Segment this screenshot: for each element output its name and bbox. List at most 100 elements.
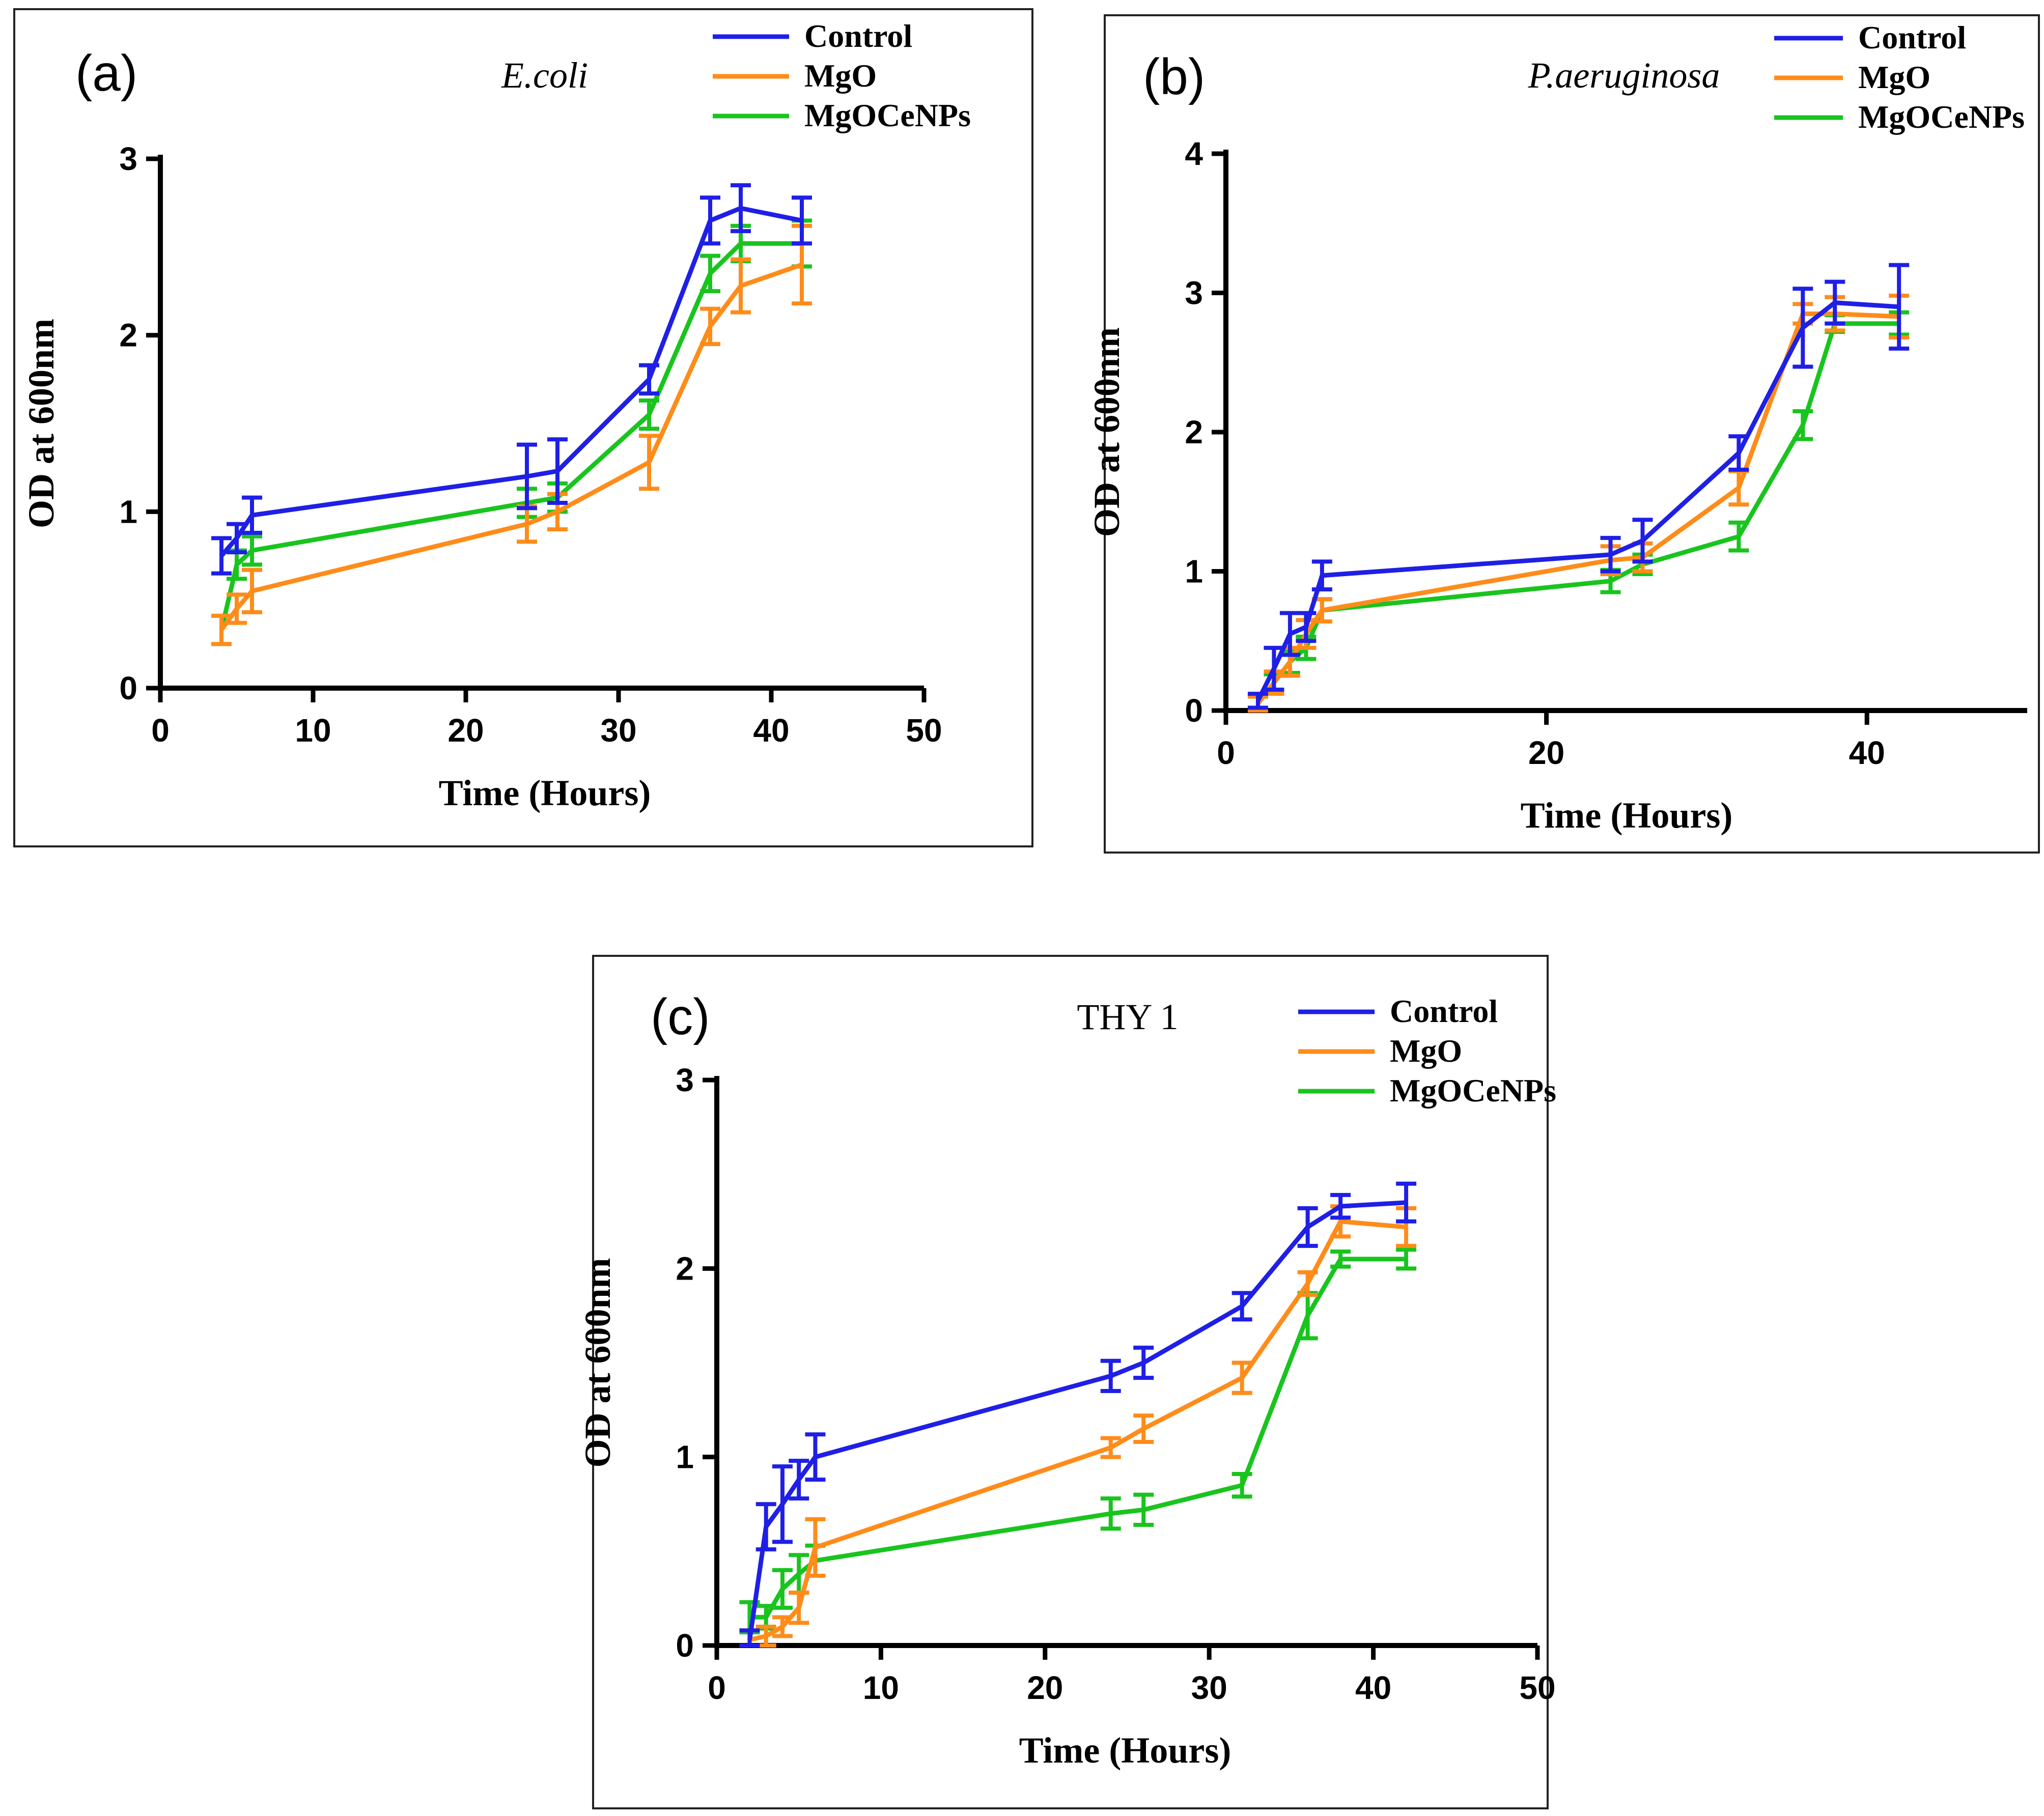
x-tick-label: 30 [1191, 1669, 1227, 1706]
legend-label-mgo: MgO [804, 58, 877, 94]
panel-frame [1104, 14, 2040, 854]
error-bar-mgocenps [700, 253, 720, 293]
error-bar-mgocenps [1133, 1492, 1154, 1527]
error-bar-control [1247, 692, 1268, 710]
error-bar-mgocenps [1793, 409, 1813, 441]
error-bar-control [805, 1432, 826, 1482]
error-bar-control [517, 442, 537, 510]
x-tick-label: 20 [447, 712, 484, 749]
error-bar-control [211, 536, 232, 576]
error-bar-control [792, 195, 812, 246]
chart-title: THY 1 [1077, 997, 1178, 1037]
y-tick-label: 2 [676, 1250, 694, 1287]
error-bar-mgo [1100, 1436, 1121, 1459]
series-mgocenps [739, 1247, 1417, 1635]
y-tick-label: 3 [1185, 275, 1203, 311]
error-bar-mgo [242, 568, 262, 614]
error-bar-mgo [1133, 1413, 1154, 1444]
legend-label-mgo: MgO [1390, 1033, 1462, 1069]
x-tick-label: 0 [708, 1669, 726, 1706]
error-bar-control [731, 183, 751, 234]
error-bar-control [1296, 611, 1317, 643]
legend-label-mgo: MgO [1858, 59, 1930, 95]
series-mgo [211, 223, 812, 646]
error-bar-control [1632, 518, 1653, 564]
x-tick-label: 40 [1849, 734, 1885, 771]
panel-label: (c) [651, 988, 710, 1045]
error-bar-control [1231, 1291, 1252, 1322]
error-bar-control [1793, 287, 1813, 369]
error-bar-control [547, 437, 568, 505]
panel-label: (b) [1143, 48, 1205, 105]
legend: Control MgO MgOCeNPs [1774, 19, 2025, 135]
x-tick-label: 50 [1519, 1669, 1555, 1706]
error-bar-control [1825, 279, 1845, 326]
error-bar-control [755, 1502, 776, 1552]
error-bar-control [639, 363, 659, 396]
y-tick-label: 1 [676, 1439, 694, 1476]
error-bar-control [1396, 1181, 1417, 1224]
x-tick-label: 50 [906, 712, 942, 749]
y-tick-label: 2 [119, 317, 137, 354]
error-bar-mgo [772, 1615, 793, 1638]
legend-label-control: Control [1858, 19, 1966, 55]
error-bar-control [789, 1459, 809, 1501]
series-control [211, 183, 812, 576]
x-tick-label: 10 [295, 712, 331, 749]
x-tick-label: 40 [1355, 1669, 1391, 1706]
x-axis-title: Time (Hours) [439, 773, 651, 813]
x-axis-title: Time (Hours) [1521, 795, 1733, 836]
error-bar-mgo [1297, 1270, 1318, 1297]
x-tick-label: 20 [1027, 1669, 1063, 1706]
error-bar-control [700, 195, 720, 246]
error-bar-control [1264, 645, 1284, 692]
legend-label-control: Control [804, 18, 912, 54]
error-bar-control [1600, 535, 1621, 574]
error-bar-control [1728, 434, 1749, 472]
error-bar-mgo [731, 257, 751, 315]
error-bar-control [1311, 559, 1332, 592]
error-bar-control [242, 495, 262, 535]
error-bar-mgocenps [1100, 1496, 1121, 1531]
error-bar-mgo [1231, 1360, 1252, 1395]
y-tick-label: 1 [1185, 553, 1203, 590]
error-bar-control [227, 522, 247, 555]
legend-label-mgocenps: MgOCeNPs [1858, 99, 2025, 135]
legend-label-mgocenps: MgOCeNPs [1390, 1072, 1556, 1109]
x-tick-label: 10 [863, 1669, 899, 1706]
error-bar-mgo [639, 434, 659, 491]
panel-frame [592, 955, 1549, 1809]
series-control [739, 1181, 1417, 1648]
panel-frame [13, 8, 1033, 847]
error-bar-control [1100, 1358, 1121, 1394]
legend-label-control: Control [1390, 993, 1498, 1029]
error-bar-control [1330, 1193, 1351, 1220]
legend-label-mgocenps: MgOCeNPs [804, 97, 971, 133]
error-bar-mgocenps [772, 1568, 793, 1610]
y-axis-title: OD at 600nm [21, 319, 62, 528]
error-bar-control [739, 1628, 760, 1648]
error-bar-mgocenps [1396, 1247, 1417, 1271]
y-tick-label: 0 [119, 670, 137, 706]
x-tick-label: 0 [1217, 734, 1235, 771]
series-control [1247, 263, 1910, 710]
panel-label: (a) [75, 45, 137, 102]
y-tick-label: 3 [119, 140, 137, 177]
error-bar-mgocenps [242, 534, 262, 567]
x-tick-label: 30 [600, 712, 636, 749]
y-tick-label: 1 [119, 493, 137, 530]
y-tick-label: 4 [1185, 135, 1203, 172]
x-tick-label: 20 [1528, 734, 1564, 771]
error-bar-mgo [700, 306, 720, 346]
error-bar-mgocenps [639, 398, 659, 431]
error-bar-mgo [211, 613, 232, 646]
error-bar-control [1889, 263, 1910, 351]
error-bar-mgo [789, 1591, 809, 1625]
error-bar-mgocenps [1728, 520, 1749, 553]
error-bar-control [1133, 1345, 1154, 1380]
